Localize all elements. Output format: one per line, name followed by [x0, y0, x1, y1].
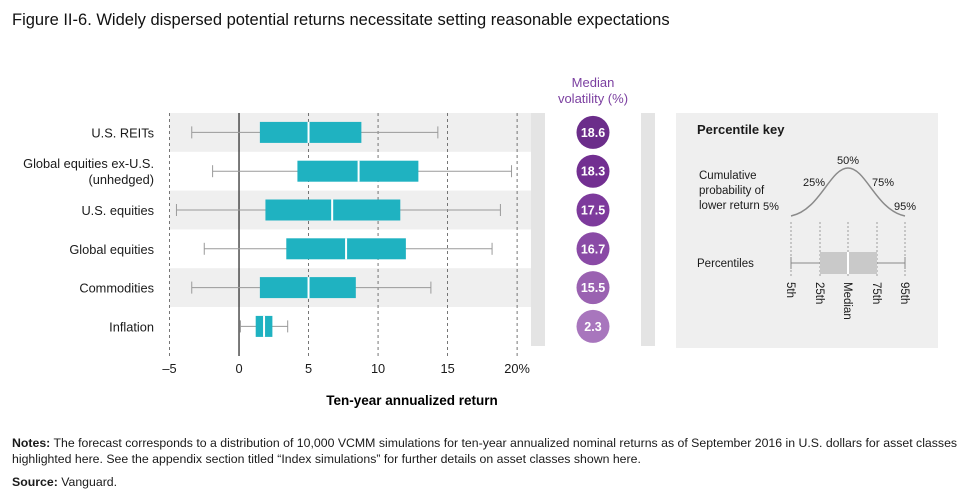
x-tick-label: 20%	[504, 361, 530, 376]
volatility-circle	[576, 115, 610, 149]
box-plot-series	[175, 121, 513, 337]
volatility-column: 18.6 18.3 17.5 16.7 15.5 2.3	[531, 113, 655, 346]
box-plot-row	[203, 238, 493, 260]
key-tick-label: 5th	[784, 282, 796, 298]
source-label: Source:	[12, 475, 58, 489]
category-label: U.S. REITs	[91, 125, 154, 140]
cumulative-curve	[790, 167, 906, 217]
volatility-value: 16.7	[581, 242, 605, 256]
box-plot-row	[191, 121, 439, 143]
source-text: Vanguard.	[61, 475, 118, 489]
volatility-circle	[576, 309, 610, 343]
notes-text: The forecast corresponds to a distributi…	[12, 436, 958, 466]
gridlines	[169, 113, 518, 356]
volatility-circle	[576, 232, 610, 266]
volatility-value: 15.5	[581, 281, 605, 295]
category-label: (unhedged)	[89, 172, 154, 187]
key-tick-label: 25th	[813, 282, 825, 304]
x-tick-labels: –5 0 5 10 15 20%	[162, 361, 530, 376]
volatility-column-bg	[531, 113, 655, 346]
box-plot-row	[212, 160, 513, 182]
box-iqr	[259, 121, 362, 143]
figure-title: Figure II-6. Widely dispersed potential …	[12, 11, 670, 29]
cumulative-label-line: Cumulative	[699, 170, 757, 182]
volatility-value: 17.5	[581, 204, 605, 218]
key-tick-label: 95th	[898, 282, 910, 304]
key-tick-label: Median	[841, 282, 853, 320]
box-plot-row	[191, 277, 432, 299]
x-tick-label: –5	[162, 361, 176, 376]
volatility-value: 18.6	[581, 126, 605, 140]
curve-label: 75%	[872, 177, 894, 189]
cumulative-label-line: probability of	[699, 185, 765, 197]
volatility-header-line: Median	[572, 75, 615, 90]
key-panel-bg	[676, 113, 938, 348]
percentile-key-panel: Percentile key Cumulative probability of lo…	[676, 113, 938, 348]
cumulative-label-line: lower return	[699, 200, 760, 212]
percentiles-label: Percentiles	[697, 258, 754, 270]
notes: Notes: The forecast corresponds to a dis…	[12, 435, 962, 467]
volatility-column-edge-right	[641, 113, 655, 346]
volatility-value: 18.3	[581, 165, 605, 179]
category-labels: U.S. REITs Global equities ex-U.S.(unhedg…	[23, 125, 154, 334]
notes-label: Notes:	[12, 436, 51, 450]
x-axis-label: Ten-year annualized return	[326, 393, 498, 408]
x-tick-label: 0	[235, 361, 242, 376]
key-title: Percentile key	[697, 122, 785, 137]
curve-label: 95%	[894, 201, 916, 213]
category-label: Global equities	[69, 242, 154, 257]
category-label: U.S. equities	[81, 203, 154, 218]
curve-label: 5%	[763, 201, 779, 213]
x-tick-label: 15	[440, 361, 454, 376]
box-plot-row	[175, 199, 501, 221]
volatility-value: 2.3	[584, 320, 601, 334]
x-tick-label: 10	[371, 361, 385, 376]
volatility-header-line: volatility (%)	[558, 91, 628, 106]
category-label: Global equities ex-U.S.	[23, 156, 154, 171]
volatility-column-edge-left	[531, 113, 545, 346]
category-label: Commodities	[79, 281, 154, 296]
category-label: Inflation	[109, 319, 154, 334]
box-plot-row	[239, 315, 289, 337]
box-plot-chart: 18.6 18.3 17.5 16.7 15.5 2.3 U.S. REITs Global…	[23, 75, 938, 408]
volatility-circle	[576, 154, 610, 188]
curve-label: 50%	[837, 155, 859, 167]
volatility-circle	[576, 271, 610, 305]
curve-label: 25%	[803, 177, 825, 189]
volatility-circle	[576, 193, 610, 227]
source: Source: Vanguard.	[12, 475, 117, 489]
key-tick-label: 75th	[870, 282, 882, 304]
x-tick-label: 5	[305, 361, 312, 376]
